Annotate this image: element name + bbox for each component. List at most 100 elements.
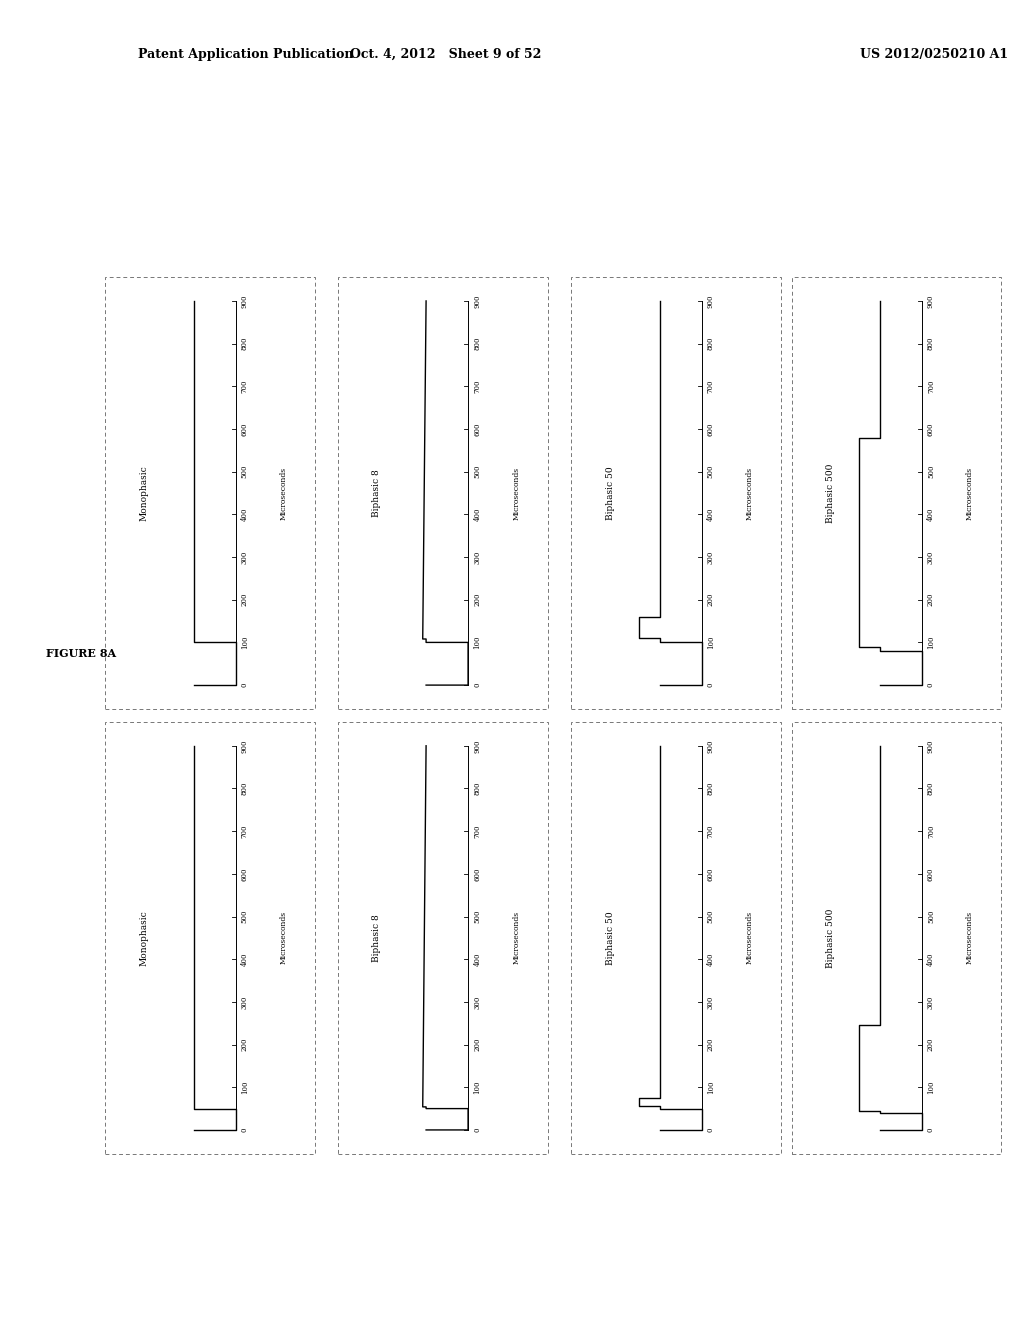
Text: 200: 200 <box>241 593 249 606</box>
Text: 400: 400 <box>707 508 715 521</box>
Text: Biphasic 8: Biphasic 8 <box>373 913 381 962</box>
Text: 600: 600 <box>927 422 935 436</box>
Text: 600: 600 <box>241 867 249 880</box>
Text: 500: 500 <box>927 465 935 478</box>
Text: 800: 800 <box>707 781 715 795</box>
Text: Patent Application Publication: Patent Application Publication <box>138 48 353 61</box>
Text: 300: 300 <box>927 995 935 1008</box>
Text: 300: 300 <box>707 550 715 564</box>
Text: 400: 400 <box>241 508 249 521</box>
Text: 700: 700 <box>241 825 249 838</box>
Text: 300: 300 <box>241 995 249 1008</box>
Text: Microseconds: Microseconds <box>966 466 974 520</box>
Text: 900: 900 <box>927 739 935 752</box>
Text: 0: 0 <box>241 682 249 688</box>
Text: 400: 400 <box>927 953 935 966</box>
Text: 600: 600 <box>473 422 481 436</box>
Text: Microseconds: Microseconds <box>745 911 754 965</box>
Text: 900: 900 <box>473 739 481 752</box>
Text: Biphasic 8: Biphasic 8 <box>373 469 381 517</box>
Text: 200: 200 <box>927 593 935 606</box>
Text: 0: 0 <box>707 682 715 688</box>
Text: 600: 600 <box>241 422 249 436</box>
Text: 100: 100 <box>473 636 481 649</box>
Text: 500: 500 <box>241 465 249 478</box>
Text: FIGURE 8A: FIGURE 8A <box>46 648 116 659</box>
Text: 800: 800 <box>473 781 481 795</box>
Text: 700: 700 <box>707 825 715 838</box>
Text: 800: 800 <box>241 337 249 350</box>
Text: Microseconds: Microseconds <box>512 466 520 520</box>
Text: Monophasic: Monophasic <box>140 465 148 521</box>
Text: 200: 200 <box>473 1038 481 1051</box>
Text: 900: 900 <box>707 739 715 752</box>
Text: 400: 400 <box>241 953 249 966</box>
Text: 400: 400 <box>707 953 715 966</box>
Text: 900: 900 <box>707 294 715 308</box>
Text: 800: 800 <box>707 337 715 350</box>
Text: 700: 700 <box>707 380 715 393</box>
Text: 300: 300 <box>241 550 249 564</box>
Text: 0: 0 <box>927 682 935 688</box>
Text: 900: 900 <box>241 294 249 308</box>
Text: 200: 200 <box>707 593 715 606</box>
Text: 200: 200 <box>707 1038 715 1051</box>
Text: 0: 0 <box>707 1127 715 1133</box>
Text: 500: 500 <box>707 465 715 478</box>
Text: 300: 300 <box>707 995 715 1008</box>
Text: 700: 700 <box>927 825 935 838</box>
Text: 700: 700 <box>927 380 935 393</box>
Text: US 2012/0250210 A1: US 2012/0250210 A1 <box>860 48 1009 61</box>
Text: 800: 800 <box>473 337 481 350</box>
Text: 100: 100 <box>707 1081 715 1094</box>
Text: 900: 900 <box>473 294 481 308</box>
Text: Microseconds: Microseconds <box>745 466 754 520</box>
Text: 500: 500 <box>473 465 481 478</box>
Text: 100: 100 <box>707 636 715 649</box>
Text: 400: 400 <box>473 953 481 966</box>
Text: 400: 400 <box>927 508 935 521</box>
Text: Oct. 4, 2012   Sheet 9 of 52: Oct. 4, 2012 Sheet 9 of 52 <box>350 48 541 61</box>
Text: 200: 200 <box>241 1038 249 1051</box>
Text: Microseconds: Microseconds <box>280 466 288 520</box>
Text: 200: 200 <box>927 1038 935 1051</box>
Text: 300: 300 <box>473 995 481 1008</box>
Text: 0: 0 <box>927 1127 935 1133</box>
Text: 800: 800 <box>927 337 935 350</box>
Text: 700: 700 <box>473 825 481 838</box>
Text: 400: 400 <box>473 508 481 521</box>
Text: 100: 100 <box>241 636 249 649</box>
Text: 900: 900 <box>241 739 249 752</box>
Text: 700: 700 <box>473 380 481 393</box>
Text: 0: 0 <box>473 682 481 688</box>
Text: 0: 0 <box>473 1127 481 1133</box>
Text: 100: 100 <box>473 1081 481 1094</box>
Text: 600: 600 <box>473 867 481 880</box>
Text: 100: 100 <box>927 636 935 649</box>
Text: 700: 700 <box>241 380 249 393</box>
Text: 600: 600 <box>707 422 715 436</box>
Text: 200: 200 <box>473 593 481 606</box>
Text: 500: 500 <box>241 909 249 923</box>
Text: 500: 500 <box>473 909 481 923</box>
Text: Microseconds: Microseconds <box>512 911 520 965</box>
Text: 800: 800 <box>241 781 249 795</box>
Text: Biphasic 500: Biphasic 500 <box>826 908 835 968</box>
Text: 600: 600 <box>707 867 715 880</box>
Text: Biphasic 50: Biphasic 50 <box>606 911 614 965</box>
Text: 500: 500 <box>927 909 935 923</box>
Text: Biphasic 50: Biphasic 50 <box>606 466 614 520</box>
Text: 800: 800 <box>927 781 935 795</box>
Text: 100: 100 <box>241 1081 249 1094</box>
Text: Microseconds: Microseconds <box>966 911 974 965</box>
Text: 300: 300 <box>927 550 935 564</box>
Text: Monophasic: Monophasic <box>140 909 148 966</box>
Text: 0: 0 <box>241 1127 249 1133</box>
Text: 900: 900 <box>927 294 935 308</box>
Text: 600: 600 <box>927 867 935 880</box>
Text: 300: 300 <box>473 550 481 564</box>
Text: 100: 100 <box>927 1081 935 1094</box>
Text: Biphasic 500: Biphasic 500 <box>826 463 835 523</box>
Text: 500: 500 <box>707 909 715 923</box>
Text: Microseconds: Microseconds <box>280 911 288 965</box>
